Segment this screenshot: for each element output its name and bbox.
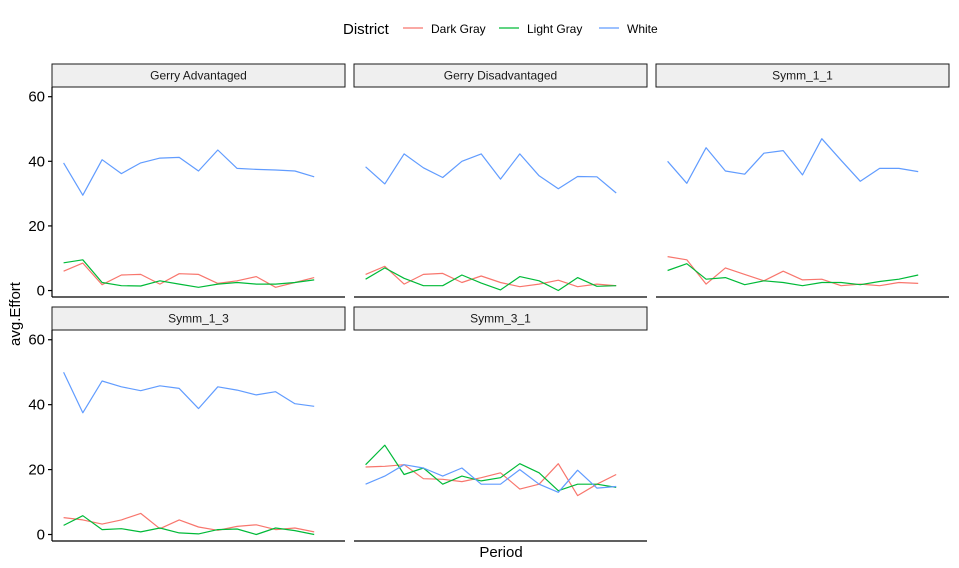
y-tick-label: 0 — [37, 283, 45, 300]
panel-gerry-disadvantaged: Gerry Disadvantaged — [353, 63, 648, 298]
legend-entry-dark-gray: Dark Gray — [403, 22, 486, 36]
y-tick-label: 60 — [28, 332, 45, 349]
panel-strip-label: Gerry Disadvantaged — [444, 69, 557, 83]
panel-strip — [353, 63, 648, 88]
series-line-dark-gray — [365, 463, 617, 497]
panel-strip — [353, 306, 648, 331]
series-line-light-gray — [365, 444, 617, 492]
legend-label-light-gray: Light Gray — [527, 22, 582, 36]
series-line-light-gray — [63, 515, 315, 536]
panel-strip-label: Symm_1_1 — [772, 69, 833, 83]
panel-symm-3-1: Symm_3_1 — [353, 306, 648, 542]
panel-strip-label: Symm_1_3 — [168, 312, 229, 326]
legend-title: District — [343, 21, 390, 38]
y-tick-label: 20 — [28, 218, 45, 235]
legend: District Dark Gray Light Gray White — [343, 21, 658, 38]
series-line-white — [63, 371, 315, 414]
series-line-light-gray — [365, 267, 617, 292]
y-tick-label: 20 — [28, 462, 45, 479]
y-tick-label: 40 — [28, 397, 45, 414]
series-line-white — [365, 464, 617, 493]
y-tick-label: 60 — [28, 89, 45, 106]
y-tick-label: 40 — [28, 153, 45, 170]
panel-gerry-advantaged: Gerry Advantaged — [51, 63, 346, 298]
legend-label-white: White — [627, 22, 658, 36]
series-line-white — [365, 153, 617, 194]
legend-entry-white: White — [599, 22, 658, 36]
panel-symm-1-1: Symm_1_1 — [655, 63, 950, 298]
y-axis: 0 20 40 60 — [28, 330, 53, 544]
series-line-dark-gray — [667, 256, 919, 287]
series-line-light-gray — [63, 259, 315, 288]
panel-strip-label: Gerry Advantaged — [150, 69, 247, 83]
panel-strip — [655, 63, 950, 88]
panel-symm-1-3: Symm_1_3 — [51, 306, 346, 542]
legend-entry-light-gray: Light Gray — [499, 22, 582, 36]
panel-strip — [51, 63, 346, 88]
series-line-white — [63, 149, 315, 196]
series-line-dark-gray — [365, 265, 617, 288]
x-axis-title: Period — [479, 544, 522, 561]
y-tick-label: 0 — [37, 527, 45, 544]
series-line-white — [667, 138, 919, 184]
legend-label-dark-gray: Dark Gray — [431, 22, 486, 36]
panel-strip-label: Symm_3_1 — [470, 312, 531, 326]
y-axis: 0 20 40 60 — [28, 87, 53, 300]
series-line-light-gray — [667, 263, 919, 287]
y-axis-title: avg.Effort — [7, 281, 24, 346]
panel-strip — [51, 306, 346, 331]
